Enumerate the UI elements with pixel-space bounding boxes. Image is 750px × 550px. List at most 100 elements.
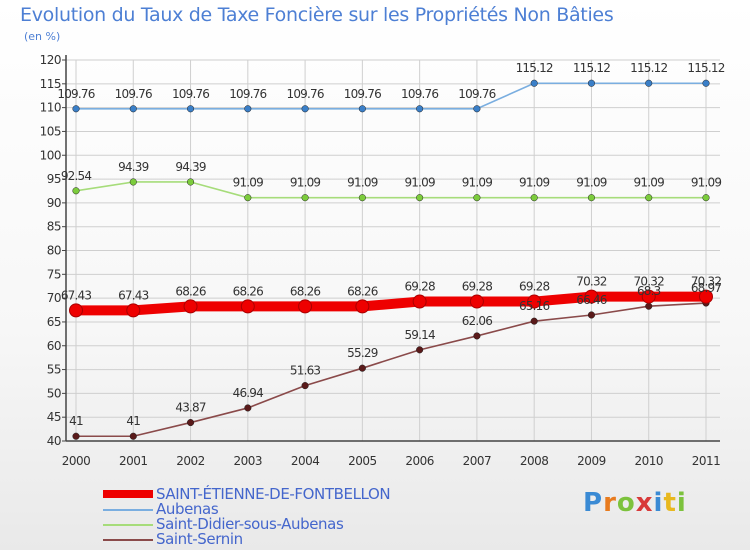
proxiti-logo: Proxiti <box>583 488 687 518</box>
data-label: 91.09 <box>691 176 722 190</box>
data-label: 91.09 <box>462 176 493 190</box>
y-tick-label: 45 <box>47 410 61 424</box>
logo-letter: r <box>603 488 617 518</box>
data-point <box>645 79 653 87</box>
data-point <box>72 105 80 113</box>
data-point <box>587 79 596 87</box>
data-point <box>416 194 424 202</box>
data-label: 92.54 <box>61 169 92 183</box>
data-label: 59.14 <box>404 328 435 342</box>
data-label: 41 <box>126 414 140 428</box>
data-point <box>473 105 481 113</box>
x-tick-label: 2006 <box>405 454 434 468</box>
data-point <box>355 299 370 314</box>
legend-swatch-aubenas <box>103 509 153 511</box>
data-label: 69.28 <box>462 280 493 294</box>
data-label: 91.09 <box>347 176 378 190</box>
data-label: 91.09 <box>404 176 435 190</box>
data-label: 69.28 <box>519 280 550 294</box>
data-label: 109.76 <box>115 87 152 101</box>
series-line <box>75 82 707 110</box>
data-point <box>412 294 427 309</box>
data-label: 109.76 <box>286 87 323 101</box>
data-point <box>702 194 710 202</box>
data-label: 109.76 <box>172 87 209 101</box>
data-point <box>645 302 653 310</box>
series-line <box>75 181 707 199</box>
data-label: 69.28 <box>404 280 435 294</box>
y-tick-label: 65 <box>47 315 61 329</box>
y-tick-label: 40 <box>47 434 61 448</box>
data-point <box>416 105 424 113</box>
legend-label-saint-didier: Saint-Didier-sous-Aubenas <box>156 515 344 533</box>
legend-label-saint-etienne: SAINT-ÉTIENNE-DE-FONTBELLON <box>156 485 391 503</box>
data-label: 91.09 <box>634 176 665 190</box>
logo-letter: P <box>583 488 604 518</box>
data-label: 70.32 <box>691 275 722 289</box>
data-label: 62.06 <box>462 314 493 328</box>
y-tick-label: 80 <box>47 244 61 258</box>
y-tick-label: 75 <box>47 267 61 281</box>
data-point <box>186 419 195 427</box>
data-label: 43.87 <box>175 401 206 415</box>
y-tick-label: 115 <box>40 77 61 91</box>
data-point <box>186 105 195 113</box>
axes: 40 45 50 55 60 65 70 75 80 85 90 95 100 105 110 115 120 2… <box>40 53 721 468</box>
data-labels: 67.43 67.43 68.26 68.26 68.26 68.26 69.28 69.28… <box>57 61 725 428</box>
data-point <box>358 194 366 202</box>
data-point <box>358 105 366 113</box>
y-tick-label: 100 <box>40 148 61 162</box>
data-label: 94.39 <box>175 160 206 174</box>
data-point <box>416 346 424 354</box>
data-point <box>244 105 252 113</box>
unit-label: (en %) <box>24 30 61 43</box>
y-tick-label: 90 <box>47 196 61 210</box>
y-tick-label: 55 <box>47 363 61 377</box>
data-point <box>530 79 538 87</box>
data-point <box>240 299 255 314</box>
data-label: 91.09 <box>576 176 607 190</box>
data-point <box>69 303 83 318</box>
logo-letter: i <box>653 488 664 518</box>
data-point <box>129 178 137 186</box>
data-point <box>473 332 481 340</box>
series-line <box>71 291 711 316</box>
chart-title: Evolution du Taux de Taxe Foncière sur l… <box>20 4 614 26</box>
data-point <box>183 299 198 314</box>
data-point <box>126 303 141 318</box>
logo-letter: o <box>616 488 636 518</box>
y-tick-label: 70 <box>47 291 61 305</box>
data-label: 115.12 <box>687 61 724 75</box>
data-point <box>702 79 710 87</box>
data-label: 68.97 <box>691 281 722 295</box>
data-point <box>473 194 481 202</box>
data-label: 115.12 <box>630 61 667 75</box>
data-label: 68.3 <box>637 284 661 298</box>
data-point <box>469 294 484 309</box>
x-tick-label: 2003 <box>234 454 263 468</box>
y-tick-label: 95 <box>47 172 61 186</box>
data-label: 109.76 <box>458 87 495 101</box>
data-point <box>298 299 313 314</box>
data-point <box>358 364 366 372</box>
data-point <box>244 194 252 202</box>
y-tick-label: 50 <box>47 386 61 400</box>
data-point <box>641 289 656 304</box>
y-tick-label: 110 <box>40 101 61 115</box>
data-label: 109.76 <box>344 87 381 101</box>
data-label: 55.29 <box>347 346 378 360</box>
data-label: 65.16 <box>519 299 550 313</box>
y-tick-label: 85 <box>47 220 61 234</box>
x-tick-label: 2000 <box>62 454 91 468</box>
data-point <box>645 194 653 202</box>
data-label: 51.63 <box>290 364 321 378</box>
data-label: 41 <box>69 414 83 428</box>
grid <box>66 59 720 442</box>
data-point <box>72 432 80 440</box>
legend-label-saint-sernin: Saint-Sernin <box>156 530 243 548</box>
logo-letter: x <box>635 488 654 518</box>
data-label: 68.26 <box>347 284 378 298</box>
series-line <box>75 302 707 438</box>
